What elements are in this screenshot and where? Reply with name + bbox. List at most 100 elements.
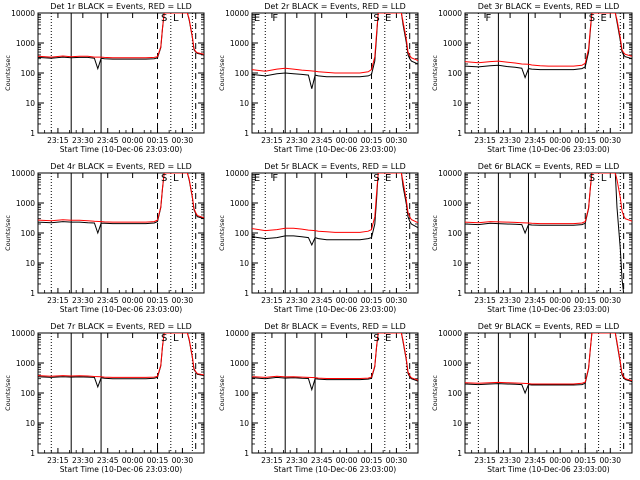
y-tick-label: 1000 — [443, 199, 462, 208]
x-tick-label: 00:15 — [574, 296, 596, 305]
y-tick-label: 10000 — [438, 329, 462, 338]
y-tick-label: 1 — [457, 449, 462, 458]
y-tick-label: 10 — [239, 259, 249, 268]
x-tick-label: 23:45 — [97, 456, 119, 465]
y-tick-label: 10 — [239, 99, 249, 108]
panel-title: Det 2r BLACK = Events, RED = LLD — [264, 2, 406, 11]
plot-area — [252, 13, 418, 89]
region-label: E — [385, 333, 391, 344]
x-tick-label: 00:15 — [361, 456, 383, 465]
x-tick-label: 23:15 — [47, 456, 69, 465]
y-tick-label: 1000 — [16, 39, 35, 48]
x-tick-label: 00:00 — [122, 296, 144, 305]
x-tick-label: 00:15 — [147, 456, 169, 465]
panel-title: Det 9r BLACK = Events, RED = LLD — [478, 322, 620, 331]
series-line-lld — [252, 173, 418, 233]
y-tick-label: 100 — [21, 389, 36, 398]
region-label: E — [385, 173, 391, 184]
region-label: S — [373, 173, 379, 184]
x-tick-label: 00:30 — [386, 456, 408, 465]
y-tick-label: 1000 — [443, 39, 462, 48]
x-tick-label: 23:15 — [261, 456, 283, 465]
x-tick-label: 23:45 — [524, 456, 546, 465]
x-tick-label: 23:45 — [524, 296, 546, 305]
detector-panel-3: 1 10 100 1000 10000 23:15 23:30 23:45 00:00 00:15… — [431, 2, 633, 154]
x-tick-label: 23:15 — [261, 136, 283, 145]
y-tick-label: 1 — [30, 129, 35, 138]
detector-panel-2: 1 10 100 1000 10000 23:15 23:30 23:45 00:00 00:15… — [218, 2, 419, 154]
x-tick-label: 00:15 — [147, 296, 169, 305]
y-tick-label: 1000 — [16, 359, 35, 368]
region-label: E — [254, 13, 260, 24]
x-tick-label: 00:15 — [361, 296, 383, 305]
region-label: E — [254, 173, 260, 184]
region-label: L — [173, 13, 179, 24]
y-tick-label: 1 — [244, 449, 249, 458]
plot-area — [465, 173, 632, 293]
panel-title: Det 8r BLACK = Events, RED = LLD — [264, 322, 406, 331]
region-label: S — [161, 333, 167, 344]
x-tick-label: 00:30 — [172, 296, 194, 305]
y-axis-label: Counts/sec — [431, 375, 439, 411]
x-axis-label: Start Time (10-Dec-06 23:03:00) — [60, 465, 182, 474]
y-axis-label: Counts/sec — [4, 55, 12, 91]
y-tick-label: 1 — [457, 289, 462, 298]
x-tick-label: 23:30 — [499, 456, 521, 465]
y-tick-label: 10000 — [438, 169, 462, 178]
plot-frame — [464, 332, 633, 454]
region-label: S — [589, 13, 595, 24]
x-tick-label: 23:30 — [286, 456, 308, 465]
panel-title: Det 4r BLACK = Events, RED = LLD — [50, 162, 192, 171]
x-tick-label: 00:00 — [549, 296, 571, 305]
y-tick-label: 10 — [25, 259, 35, 268]
region-label: F — [272, 173, 278, 184]
x-axis-label: Start Time (10-Dec-06 23:03:00) — [487, 145, 609, 154]
x-axis-label: Start Time (10-Dec-06 23:03:00) — [274, 305, 396, 314]
series-line-lld — [465, 13, 632, 67]
series-line-lld — [38, 333, 204, 378]
plot-area — [38, 333, 204, 389]
series-line-events — [38, 333, 204, 389]
x-tick-label: 23:15 — [261, 296, 283, 305]
y-tick-label: 1000 — [230, 199, 249, 208]
series-line-lld — [252, 333, 418, 381]
x-tick-label: 00:15 — [147, 136, 169, 145]
region-label: S — [373, 13, 379, 24]
x-tick-label: 00:00 — [336, 456, 358, 465]
y-tick-label: 100 — [448, 389, 463, 398]
region-label: S — [589, 173, 595, 184]
x-tick-label: 00:30 — [386, 296, 408, 305]
series-line-events — [465, 173, 632, 293]
detector-panel-9: 1 10 100 1000 10000 23:15 23:30 23:45 00:00 00:15… — [431, 322, 633, 474]
y-axis-label: Counts/sec — [218, 55, 226, 91]
x-tick-label: 23:30 — [72, 136, 94, 145]
x-tick-label: 23:15 — [474, 456, 496, 465]
y-tick-label: 100 — [235, 69, 250, 78]
series-line-events — [252, 13, 418, 89]
panel-title: Det 5r BLACK = Events, RED = LLD — [264, 162, 406, 171]
y-tick-label: 10 — [452, 99, 462, 108]
detector-panel-1: 1 10 100 1000 10000 23:15 23:30 23:45 00:00 00:15… — [4, 2, 205, 154]
x-tick-label: 23:45 — [311, 136, 333, 145]
y-tick-label: 10 — [25, 419, 35, 428]
region-label: S — [161, 173, 167, 184]
y-tick-label: 1000 — [16, 199, 35, 208]
x-tick-label: 23:15 — [474, 136, 496, 145]
y-tick-label: 1 — [244, 129, 249, 138]
y-tick-label: 1 — [30, 289, 35, 298]
y-tick-label: 10 — [452, 259, 462, 268]
plot-frame — [464, 172, 633, 294]
x-tick-label: 23:15 — [47, 296, 69, 305]
y-axis-label: Counts/sec — [218, 375, 226, 411]
y-tick-label: 10000 — [11, 169, 35, 178]
series-line-events — [252, 333, 418, 392]
y-tick-label: 1 — [30, 449, 35, 458]
x-tick-label: 00:15 — [361, 136, 383, 145]
x-tick-label: 00:00 — [549, 136, 571, 145]
x-tick-label: 00:30 — [172, 136, 194, 145]
x-tick-label: 23:30 — [499, 296, 521, 305]
y-axis-label: Counts/sec — [431, 215, 439, 251]
y-tick-label: 10000 — [225, 9, 249, 18]
x-tick-label: 23:45 — [97, 136, 119, 145]
